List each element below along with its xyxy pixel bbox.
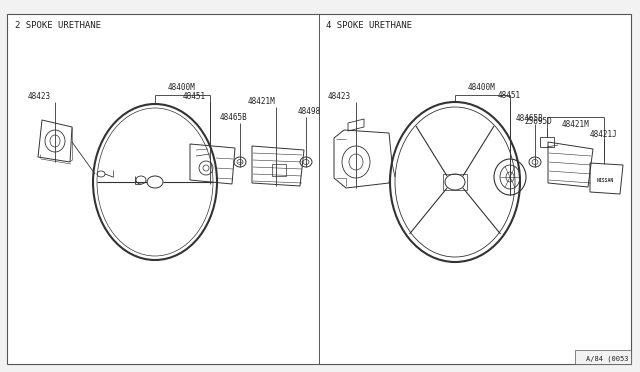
Text: 48400M: 48400M — [468, 83, 496, 92]
Text: 48465B: 48465B — [516, 114, 544, 123]
Text: 48423: 48423 — [328, 92, 351, 101]
Text: 48451: 48451 — [498, 91, 521, 100]
Bar — [443, 174, 467, 190]
Text: 48423: 48423 — [28, 92, 51, 101]
Text: 48421M: 48421M — [561, 120, 589, 129]
Text: 48421M: 48421M — [248, 97, 276, 106]
Text: 48465B: 48465B — [220, 113, 248, 122]
Bar — [540, 137, 554, 147]
Text: 48451: 48451 — [183, 92, 206, 101]
Text: 2 SPOKE URETHANE: 2 SPOKE URETHANE — [15, 21, 101, 30]
Bar — [272, 164, 286, 176]
Bar — [575, 350, 631, 364]
Text: 48498: 48498 — [298, 107, 321, 116]
Text: 48400M: 48400M — [168, 83, 196, 92]
Text: 25695D: 25695D — [524, 117, 552, 126]
Text: 4 SPOKE URETHANE: 4 SPOKE URETHANE — [326, 21, 412, 30]
Text: NISSAN: NISSAN — [596, 177, 614, 183]
Text: A/84 (0053: A/84 (0053 — [586, 356, 628, 362]
Text: 48421J: 48421J — [590, 130, 618, 139]
